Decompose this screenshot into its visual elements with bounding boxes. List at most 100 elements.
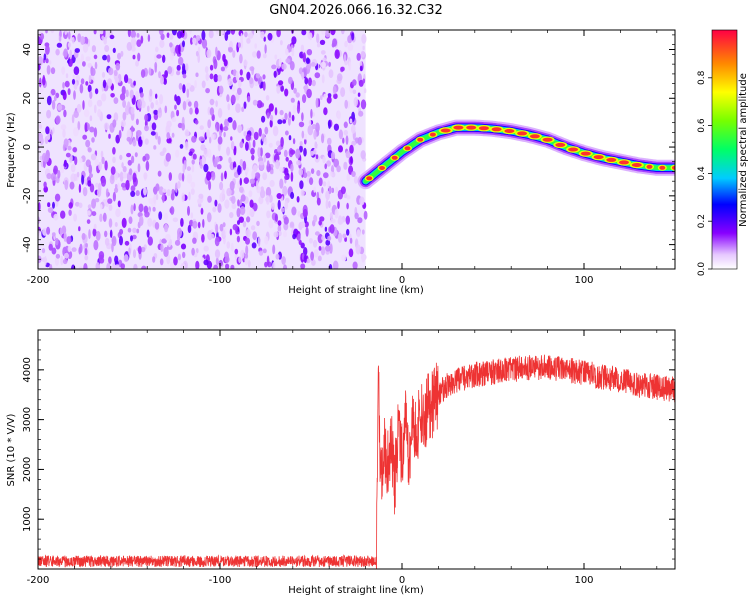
noise-cell xyxy=(125,179,130,191)
noise-cell xyxy=(261,115,266,123)
noise-cell xyxy=(310,168,315,175)
noise-cell xyxy=(178,56,184,66)
noise-cell xyxy=(178,172,183,181)
x-tick-label: -100 xyxy=(209,575,232,586)
noise-cell xyxy=(176,95,181,106)
noise-cell xyxy=(274,213,278,222)
noise-cell xyxy=(187,205,190,216)
noise-cell xyxy=(168,172,172,181)
noise-cell xyxy=(313,214,318,223)
noise-cell xyxy=(215,257,219,266)
noise-cell xyxy=(230,136,233,141)
noise-cell xyxy=(81,232,86,241)
noise-cell xyxy=(104,230,108,238)
noise-cell xyxy=(46,65,51,75)
noise-cell xyxy=(266,255,270,266)
noise-cell xyxy=(124,240,130,246)
noise-cell xyxy=(64,179,69,190)
colorbar-tick-label: 0.6 xyxy=(697,118,707,133)
noise-cell xyxy=(189,30,192,34)
noise-cell xyxy=(87,180,92,187)
noise-cell xyxy=(121,182,126,188)
noise-cell xyxy=(288,135,292,141)
noise-cell xyxy=(152,256,156,263)
noise-cell xyxy=(67,145,72,151)
noise-cell xyxy=(140,35,144,44)
noise-cell xyxy=(43,53,47,61)
noise-cell xyxy=(201,156,206,166)
noise-cell xyxy=(273,70,277,78)
spectrogram-frame xyxy=(37,29,676,270)
noise-cell xyxy=(310,150,315,156)
noise-cell xyxy=(193,100,199,109)
noise-cell xyxy=(212,206,217,213)
noise-cell xyxy=(120,263,125,269)
noise-cell xyxy=(126,78,133,84)
noise-cell xyxy=(259,147,263,157)
noise-cell xyxy=(347,35,353,44)
noise-cell xyxy=(213,58,218,70)
noise-cell xyxy=(209,136,212,144)
noise-cell xyxy=(108,67,114,76)
noise-cell xyxy=(39,77,42,88)
noise-cell xyxy=(197,221,201,229)
noise-cell xyxy=(177,181,181,189)
noise-cell xyxy=(182,84,186,94)
colorbar-tick-label: 0.4 xyxy=(697,166,707,181)
noise-cell xyxy=(245,245,249,256)
noise-cell xyxy=(310,251,314,261)
noise-cell xyxy=(229,212,234,219)
noise-cell xyxy=(176,64,181,71)
noise-cell xyxy=(265,186,272,198)
noise-cell xyxy=(71,247,77,252)
noise-cell xyxy=(161,238,167,244)
noise-cell xyxy=(88,99,93,108)
noise-cell xyxy=(173,256,178,266)
noise-cell xyxy=(76,57,81,64)
noise-cell xyxy=(338,129,343,140)
noise-cell xyxy=(131,155,135,164)
noise-cell xyxy=(109,229,113,238)
noise-cell xyxy=(94,61,98,70)
noise-cell xyxy=(149,121,153,132)
noise-cell xyxy=(130,107,135,115)
noise-cell xyxy=(266,210,271,219)
noise-cell xyxy=(238,256,242,264)
noise-cell xyxy=(235,103,241,113)
colorbar-tick-label: 0.0 xyxy=(697,262,707,277)
noise-cell xyxy=(55,115,61,125)
noise-cell xyxy=(206,129,211,139)
noise-cell xyxy=(190,212,194,219)
noise-cell xyxy=(292,104,297,114)
noise-cell xyxy=(285,156,289,162)
noise-cell xyxy=(275,159,280,170)
noise-cell xyxy=(312,239,318,248)
noise-cell xyxy=(114,187,119,193)
noise-cell xyxy=(265,195,270,205)
noise-cell xyxy=(240,249,245,259)
noise-cell xyxy=(362,78,366,84)
noise-cell xyxy=(276,85,281,94)
noise-cell xyxy=(128,168,133,176)
noise-cell xyxy=(180,217,184,227)
noise-cell xyxy=(85,81,89,86)
noise-cell xyxy=(122,99,126,108)
noise-cell xyxy=(138,137,143,147)
noise-cell xyxy=(127,159,132,166)
noise-cell xyxy=(136,39,142,47)
noise-cell xyxy=(324,163,328,170)
noise-cell xyxy=(282,185,288,196)
noise-cell xyxy=(104,237,110,246)
noise-cell xyxy=(121,162,124,169)
noise-cell xyxy=(246,38,251,44)
noise-cell xyxy=(320,246,326,256)
noise-cell xyxy=(95,182,99,188)
noise-cell xyxy=(328,187,333,193)
noise-cell xyxy=(290,171,294,182)
noise-cell xyxy=(346,173,351,182)
noise-cell xyxy=(122,111,127,121)
noise-cell xyxy=(194,80,197,89)
noise-cell xyxy=(236,235,240,243)
noise-cell xyxy=(230,242,234,252)
